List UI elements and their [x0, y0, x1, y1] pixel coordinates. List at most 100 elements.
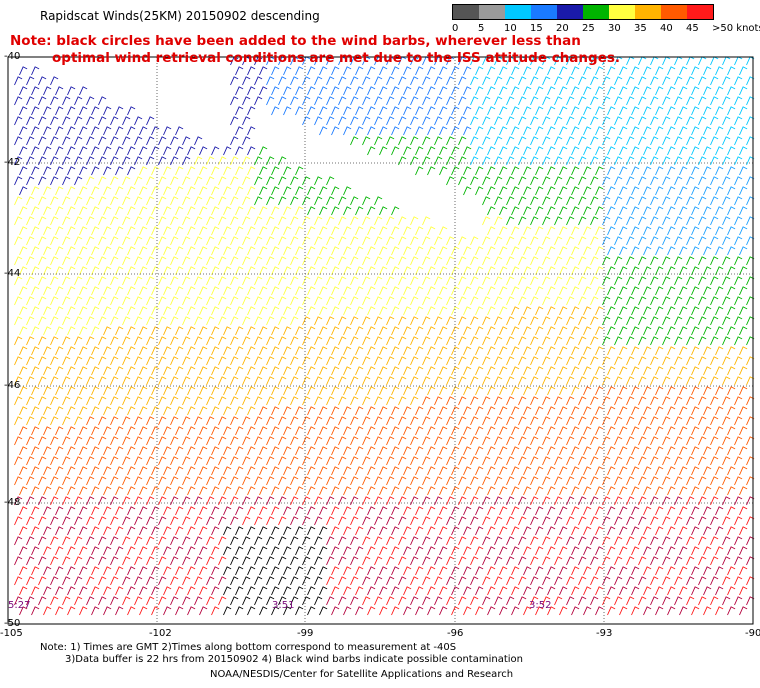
wind-barb	[698, 216, 707, 226]
wind-barb	[194, 376, 203, 386]
wind-barb	[283, 566, 292, 576]
wind-barb	[398, 416, 407, 426]
wind-barb	[19, 406, 28, 416]
wind-barb	[206, 276, 215, 286]
wind-barb	[470, 236, 479, 246]
wind-barb	[487, 106, 496, 116]
wind-barb	[355, 366, 364, 376]
wind-barb	[199, 146, 208, 156]
wind-barb	[475, 586, 484, 596]
wind-barb	[122, 296, 131, 306]
wind-barb	[530, 216, 539, 226]
wind-barb	[146, 536, 155, 546]
wind-barb	[259, 386, 268, 396]
wind-barb	[595, 526, 604, 536]
wind-barb	[542, 316, 551, 326]
wind-barb	[67, 126, 76, 136]
wind-barb	[199, 206, 208, 216]
wind-barb	[146, 136, 155, 146]
wind-barb	[355, 86, 364, 96]
wind-barb	[463, 606, 472, 616]
wind-barb	[386, 276, 395, 286]
wind-barb	[127, 426, 136, 436]
wind-barb	[295, 586, 304, 596]
wind-barb	[650, 236, 659, 246]
wind-barb	[182, 476, 191, 486]
wind-barb	[619, 446, 628, 456]
wind-barb	[530, 376, 539, 386]
wind-barb	[50, 476, 59, 486]
wind-barb	[674, 96, 683, 106]
wind-barb	[626, 76, 635, 86]
wind-barb	[103, 406, 112, 416]
wind-barb	[254, 596, 263, 606]
wind-barb	[475, 406, 484, 416]
wind-barb	[374, 356, 383, 366]
wind-barb	[290, 96, 299, 106]
wind-barb	[43, 346, 52, 356]
wind-barb	[182, 436, 191, 446]
wind-barb	[578, 456, 587, 466]
wind-barb	[127, 586, 136, 596]
legend-swatch	[531, 5, 557, 19]
wind-barb	[62, 336, 71, 346]
wind-barb	[331, 246, 340, 256]
wind-barb	[463, 146, 472, 156]
wind-barb	[319, 66, 328, 76]
wind-barb	[470, 576, 479, 586]
wind-barb	[151, 126, 160, 136]
wind-barb	[511, 506, 520, 516]
wind-barb	[278, 276, 287, 286]
wind-barb	[583, 206, 592, 216]
wind-barb	[50, 296, 59, 306]
wind-barb	[626, 556, 635, 566]
wind-barb	[98, 96, 107, 106]
wind-barb	[631, 186, 640, 196]
wind-barb	[379, 486, 388, 496]
wind-barb	[410, 316, 419, 326]
wind-barb	[74, 116, 83, 126]
wind-barb	[151, 446, 160, 456]
wind-barb	[494, 296, 503, 306]
wind-barb	[50, 76, 59, 86]
wind-barb	[662, 136, 671, 146]
wind-barb	[14, 156, 23, 166]
wind-barb	[14, 456, 23, 466]
wind-barb	[595, 246, 604, 256]
wind-barb	[530, 476, 539, 486]
wind-barb	[259, 566, 268, 576]
wind-barb	[355, 246, 364, 256]
wind-barb	[374, 596, 383, 606]
wind-barb	[194, 476, 203, 486]
wind-barb	[362, 296, 371, 306]
wind-barb	[482, 296, 491, 306]
wind-barb	[595, 386, 604, 396]
wind-barb	[386, 476, 395, 486]
wind-barb	[211, 326, 220, 336]
wind-barb	[535, 486, 544, 496]
wind-barb	[422, 576, 431, 586]
wind-barb	[667, 466, 676, 476]
wind-barb	[703, 266, 712, 276]
wind-barb	[578, 516, 587, 526]
wind-barb	[715, 526, 724, 536]
wind-barb	[242, 256, 251, 266]
wind-barb	[343, 126, 352, 136]
wind-barb	[410, 396, 419, 406]
wind-barb	[343, 246, 352, 256]
wind-barb	[91, 566, 100, 576]
wind-barb	[91, 306, 100, 316]
wind-barb	[674, 336, 683, 346]
wind-barb	[115, 246, 124, 256]
wind-barb	[74, 96, 83, 106]
wind-barb	[247, 66, 256, 76]
wind-barb	[271, 66, 280, 76]
wind-barb	[86, 496, 95, 506]
wind-barb	[614, 276, 623, 286]
wind-barb	[554, 176, 563, 186]
wind-barb	[583, 466, 592, 476]
wind-barb	[470, 536, 479, 546]
legend-swatch	[557, 5, 583, 19]
wind-barb	[151, 186, 160, 196]
wind-barb	[302, 216, 311, 226]
